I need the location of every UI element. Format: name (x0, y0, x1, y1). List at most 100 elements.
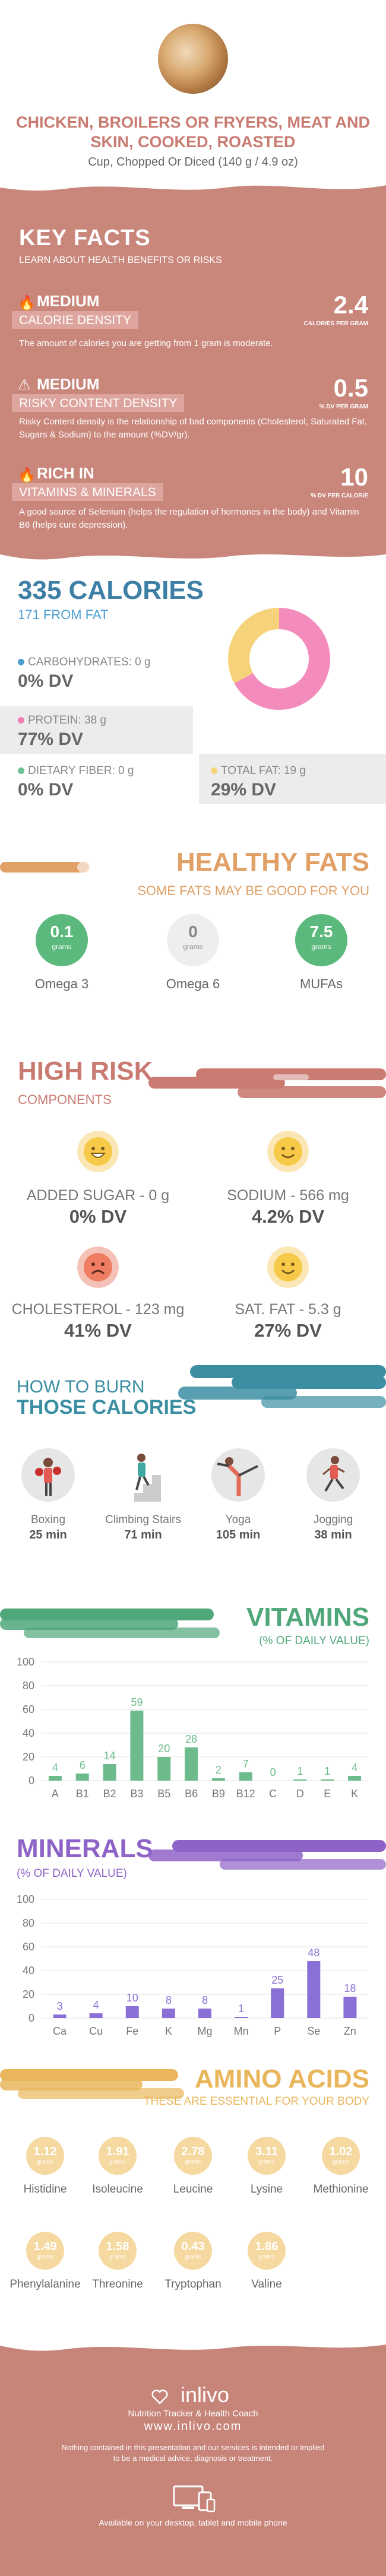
key-facts-title: KEY FACTS (19, 226, 151, 250)
risk-dv: 41% DV (64, 1320, 132, 1341)
yoga-icon (211, 1448, 265, 1502)
calories-section: 335 CALORIES 171 FROM FAT CARBOHYDRATES:… (0, 546, 386, 831)
amino-label: Valine (251, 2278, 282, 2291)
vitamins-bar-chart: 0204060801004A6B114B259B320B528B62B97B12… (17, 1656, 368, 1800)
amino-value: 1.02 (329, 2145, 353, 2158)
data-label: 7 (243, 1758, 249, 1770)
y-tick-label: 100 (17, 1656, 34, 1668)
protein-dot-icon (18, 717, 24, 724)
disclaimer: Nothing contained in this presentation a… (61, 2443, 325, 2463)
fact-level: MEDIUM (37, 375, 100, 393)
x-tick-label: K (165, 2025, 172, 2037)
footer-section: inlivo Nutrition Tracker & Health Coach … (0, 2339, 386, 2576)
data-label: 1 (238, 2003, 244, 2015)
vitamins-title: VITAMINS (246, 1603, 369, 1632)
y-tick-label: 80 (23, 1917, 34, 1929)
nutrient-total-fat: TOTAL FAT: 19 g 29% DV (211, 764, 306, 800)
fact-unit: % DV PER GRAM (319, 404, 368, 410)
fiber-dot-icon (18, 767, 24, 774)
amino-circle: 1.58 grams (99, 2232, 137, 2270)
data-label: 28 (185, 1733, 197, 1745)
x-tick-label: Se (307, 2025, 320, 2037)
burn-calories-section: HOW TO BURN THOSE CALORIES Boxing 25 min… (0, 1365, 386, 1591)
activity-name: Jogging (313, 1514, 353, 1526)
y-tick-label: 0 (29, 1775, 34, 1787)
amino-label: Threonine (92, 2278, 143, 2291)
burn-title-line1: HOW TO BURN (17, 1377, 145, 1397)
healthy-fats-subtitle: SOME FATS MAY BE GOOD FOR YOU (137, 883, 369, 898)
mineral-bar (198, 2009, 211, 2018)
vitamin-bar (348, 1776, 362, 1781)
calorie-donut-chart (228, 608, 330, 710)
data-label: 4 (93, 1999, 99, 2011)
grin-face-icon (77, 1131, 119, 1172)
data-label: 59 (131, 1696, 143, 1708)
x-tick-label: B12 (236, 1788, 255, 1800)
data-label: 4 (52, 1762, 58, 1774)
nutrient-label: PROTEIN: 38 g (28, 714, 106, 727)
activity-minutes: 71 min (124, 1528, 162, 1541)
data-label: 3 (57, 2000, 63, 2012)
x-tick-label: Ca (53, 2025, 67, 2037)
omega6-label: Omega 6 (166, 976, 220, 991)
amino-label: Tryptophan (164, 2278, 222, 2291)
data-label: 6 (80, 1759, 86, 1771)
fat-slice (228, 608, 330, 710)
decor-bars (0, 1609, 220, 1638)
devices-icon (173, 2485, 216, 2512)
data-label: 1 (324, 1765, 330, 1777)
vitamin-bar (239, 1772, 252, 1781)
data-label: 20 (158, 1743, 170, 1755)
amino-acids-subtitle: THESE ARE ESSENTIAL FOR YOUR BODY (143, 2095, 369, 2108)
vitamin-bar (157, 1757, 171, 1781)
x-tick-label: D (296, 1788, 304, 1800)
mineral-bar (235, 2017, 248, 2018)
mineral-bar (307, 1961, 321, 2018)
nutrient-dv: 29% DV (211, 780, 277, 800)
wave-divider (0, 2339, 386, 2351)
vitamin-bar (103, 1764, 116, 1781)
risk-label: ADDED SUGAR - 0 g (26, 1187, 170, 1204)
x-tick-label: B9 (212, 1788, 225, 1800)
data-label: 1 (297, 1765, 303, 1777)
amino-value: 1.49 (33, 2240, 57, 2253)
amino-acids-section: AMINO ACIDS THESE ARE ESSENTIAL FOR YOUR… (0, 2054, 386, 2339)
data-label: 48 (308, 1947, 319, 1959)
fat-unit: grams (52, 943, 72, 951)
amino-value: 1.58 (106, 2240, 129, 2253)
omega6-circle: 0 grams (167, 914, 219, 966)
y-tick-label: 60 (23, 1703, 34, 1715)
fat-value: 7.5 (309, 922, 333, 941)
amino-unit: grams (109, 2159, 126, 2165)
food-title: CHICKEN, BROILERS OR FRYERS, MEAT AND SK… (15, 113, 371, 151)
data-label: 25 (271, 1974, 283, 1986)
data-label: 8 (166, 1994, 172, 2006)
risk-dv: 27% DV (254, 1320, 322, 1341)
vitamin-bar (130, 1711, 144, 1781)
minerals-title: MINERALS (17, 1834, 153, 1863)
smile-face-icon (267, 1246, 309, 1288)
key-facts-subtitle: LEARN ABOUT HEALTH BENEFITS OR RISKS (19, 255, 222, 265)
x-tick-label: B3 (130, 1788, 143, 1800)
nutrient-fiber: DIETARY FIBER: 0 g 0% DV (18, 764, 134, 800)
activity-minutes: 38 min (314, 1528, 352, 1541)
jogging-icon (306, 1448, 360, 1502)
fat-unit: grams (183, 943, 203, 951)
protein-highlight (0, 706, 193, 754)
data-label: 8 (202, 1994, 208, 2006)
carbs-dot-icon (18, 659, 24, 665)
brand-url[interactable]: www.inlivo.com (144, 2420, 242, 2433)
fact-calorie-density: 🔥 MEDIUM CALORIE DENSITY 2.4 CALORIES PE… (0, 291, 386, 368)
vitamin-bar (293, 1779, 307, 1781)
x-tick-label: B5 (157, 1788, 170, 1800)
fat-dot-icon (211, 767, 217, 774)
amino-circle: 0.43 grams (174, 2232, 212, 2270)
amino-circle: 3.11 grams (248, 2137, 286, 2175)
activity-name: Yoga (225, 1514, 251, 1526)
y-tick-label: 100 (17, 1893, 34, 1905)
mineral-bar (343, 1997, 357, 2018)
amino-label: Methionine (313, 2183, 369, 2196)
fact-vitamins-minerals: 🔥 RICH IN VITAMINS & MINERALS 10 % DV PE… (0, 463, 386, 546)
x-tick-label: A (52, 1788, 59, 1800)
vitamin-bar (185, 1747, 198, 1781)
